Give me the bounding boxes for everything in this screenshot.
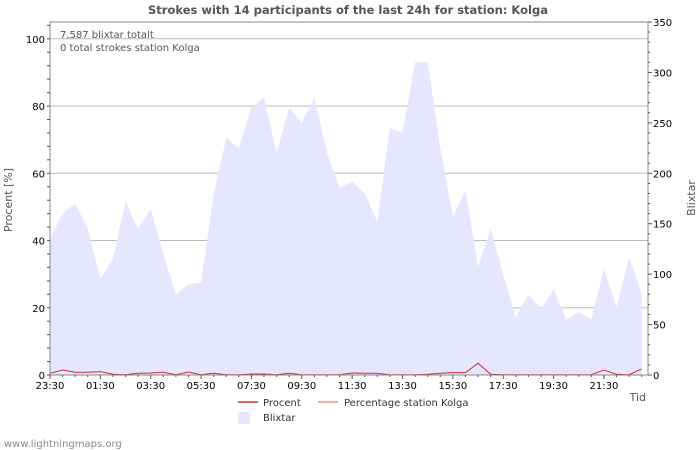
chart-title: Strokes with 14 participants of the last… — [148, 3, 548, 17]
y-left-tick-label: 0 — [39, 371, 45, 382]
y-left-tick-label: 40 — [32, 237, 45, 248]
y-right-tick-label: 50 — [653, 321, 666, 332]
x-tick-label: 11:30 — [338, 381, 367, 392]
x-tick-label: 09:30 — [287, 381, 316, 392]
y-right-tick-label: 300 — [653, 68, 672, 79]
total-strokes-annotation: 7,587 blixtar totalt — [60, 30, 154, 41]
y-axis-left-label: Procent [%] — [2, 168, 15, 232]
x-tick-label: 23:30 — [36, 381, 65, 392]
y-right-tick-label: 0 — [653, 371, 659, 382]
legend-blixtar-swatch — [238, 412, 250, 424]
y-right-tick-label: 150 — [653, 220, 672, 231]
area-layer — [50, 62, 642, 376]
x-tick-label: 15:30 — [438, 381, 467, 392]
watermark: www.lightningmaps.org — [4, 439, 122, 450]
y-left-tick-label: 20 — [32, 304, 45, 315]
x-tick-label: 05:30 — [187, 381, 216, 392]
legend: Procent Percentage station Kolga Blixtar — [238, 398, 468, 424]
x-tick-label: 07:30 — [237, 381, 266, 392]
x-tick-label: 17:30 — [489, 381, 518, 392]
right-axis: 0 50 100 150 200 250 300 350 — [648, 18, 672, 382]
x-axis-label: Tid — [629, 391, 646, 404]
legend-station-label: Percentage station Kolga — [344, 398, 468, 409]
x-tick-label: 01:30 — [86, 381, 115, 392]
left-axis: 0 20 40 60 80 100 — [26, 24, 50, 382]
y-left-tick-label: 60 — [32, 169, 45, 180]
y-right-tick-label: 100 — [653, 270, 672, 281]
y-axis-right-label: Blixtar — [685, 180, 698, 216]
y-right-tick-label: 200 — [653, 169, 672, 180]
x-tick-label: 13:30 — [388, 381, 417, 392]
x-tick-label: 03:30 — [136, 381, 165, 392]
y-left-tick-label: 80 — [32, 102, 45, 113]
legend-blixtar-label: Blixtar — [263, 413, 296, 424]
legend-procent-label: Procent — [263, 398, 301, 409]
y-left-tick-label: 100 — [26, 35, 45, 46]
plot-frame — [49, 21, 649, 376]
x-tick-label: 21:30 — [590, 381, 619, 392]
y-right-tick-label: 250 — [653, 119, 672, 130]
station-strokes-annotation: 0 total strokes station Kolga — [60, 43, 200, 54]
blixtar-area — [50, 62, 642, 376]
x-axis: 23:30 01:30 03:30 05:30 07:30 09:30 11:30 13:30… — [36, 375, 643, 392]
x-tick-label: 19:30 — [539, 381, 568, 392]
y-right-tick-label: 350 — [653, 18, 672, 29]
